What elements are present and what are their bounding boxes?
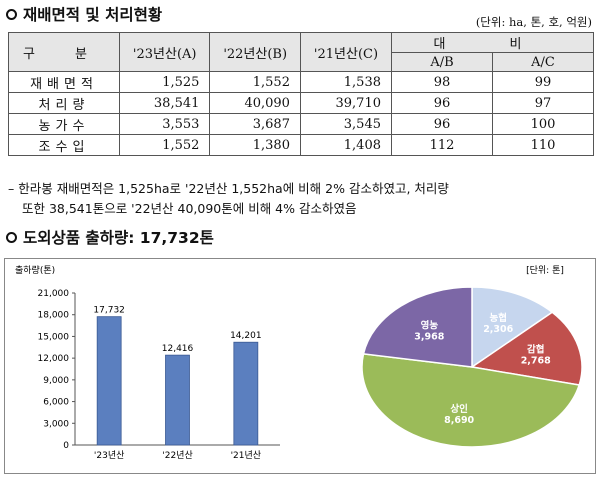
cell-y22: 3,687 [209,113,301,135]
bullet-circle-icon [6,8,17,20]
chart-panel: 출하량(톤) 0 3,000 6,000 9,000 12,000 15,000 18,000… [4,258,596,474]
note-line-1: – 한라봉 재배면적은 1,525ha로 '22년산 1,552ha에 비해 2… [8,181,449,196]
header-y23: '23년산(A) [118,32,211,72]
x-tick-label: '22년산 [162,450,193,461]
pie-slice-label: 상인 [450,403,467,415]
cell-ac: 99 [492,71,594,93]
header-y22: '22년산(B) [209,32,301,72]
cell-ab: 98 [391,71,493,93]
table-row: 조수입 1,552 1,380 1,408 112 110 [8,134,594,156]
pie-slice-label: 영농 [421,319,439,331]
bar-value-label: 12,416 [162,344,194,354]
y-tick-label: 9,000 [43,376,69,386]
pie-slice-value: 2,306 [483,324,513,335]
cell-y21: 39,710 [299,92,393,114]
note-line-2: 또한 38,541톤으로 '22년산 40,090톤에 비해 4% 감소하였음 [22,201,357,216]
section-title-text: 재배면적 및 처리현황 [23,6,163,24]
y-tick-label: 6,000 [43,398,69,408]
pie-unit-label: [단위: 톤] [526,265,564,276]
charts-svg: 출하량(톤) 0 3,000 6,000 9,000 12,000 15,000 18,000… [15,264,583,461]
y-axis-label: 출하량(톤) [15,264,55,276]
section-title-shipment: 도외상품 출하량: 17,732톤 [6,226,214,248]
cell-ab: 96 [391,113,493,135]
pie-slice-value: 8,690 [444,415,474,426]
y-tick-label: 12,000 [38,354,70,364]
pie-slice-label: 감협 [527,344,544,356]
section-title-cultivation: 재배면적 및 처리현황 [6,3,162,25]
cell-label: 재배면적 [8,71,120,93]
cell-y23: 3,553 [118,113,211,135]
cell-ab: 112 [391,134,493,156]
pie-slice-value: 3,968 [414,331,444,342]
cell-label: 조수입 [8,134,120,156]
cell-ac: 97 [492,92,594,114]
x-tick-label: '23년산 [94,450,125,461]
header-y21: '21년산(C) [299,32,393,72]
pie-slice [471,286,554,369]
cell-y21: 3,545 [299,113,393,135]
table-row: 처리량 38,541 40,090 39,710 96 97 [8,92,594,114]
table-row: 농가수 3,553 3,687 3,545 96 100 [8,113,594,135]
bar [233,341,259,446]
cell-label: 농가수 [8,113,120,135]
unit-note: (단위: ha, 톤, 호, 억원) [475,15,592,29]
cell-ab: 96 [391,92,493,114]
pie-slice [470,311,583,386]
x-tick-label: '21년산 [231,450,262,461]
y-tick-label: 18,000 [38,311,70,321]
cell-ac: 110 [492,134,594,156]
y-tick-label: 15,000 [38,332,70,342]
header-compare: 대 비 [391,32,594,53]
pie-slice-label: 농협 [489,312,506,324]
bar [96,316,122,446]
y-tick-label: 0 [63,441,69,451]
cell-ac: 100 [492,113,594,135]
cell-y21: 1,538 [299,71,393,93]
section-title-text: 도외상품 출하량: 17,732톤 [23,229,214,247]
y-tick-label: 21,000 [38,289,70,299]
header-ab: A/B [391,52,493,72]
bullet-circle-icon [6,231,17,243]
table-row: 재배면적 1,525 1,552 1,538 98 99 [8,71,594,93]
bar-value-label: 17,732 [93,306,125,316]
cell-y23: 1,552 [118,134,211,156]
cell-y23: 1,525 [118,71,211,93]
cell-y22: 1,552 [209,71,301,93]
pie-slice [362,286,473,368]
bar-value-label: 14,201 [230,331,262,341]
header-ac: A/C [492,52,594,72]
bar [165,354,190,446]
cell-label: 처리량 [8,92,120,114]
pie-slice [361,353,581,448]
cell-y22: 1,380 [209,134,301,156]
header-category: 구 분 [8,32,120,72]
cell-y21: 1,408 [299,134,393,156]
cultivation-table: 구 분 '23년산(A) '22년산(B) '21년산(C) 대 비 A/B A… [8,32,594,156]
cell-y22: 40,090 [209,92,301,114]
pie-slice-value: 2,768 [521,356,551,367]
y-tick-label: 3,000 [43,419,69,429]
cell-y23: 38,541 [118,92,211,114]
